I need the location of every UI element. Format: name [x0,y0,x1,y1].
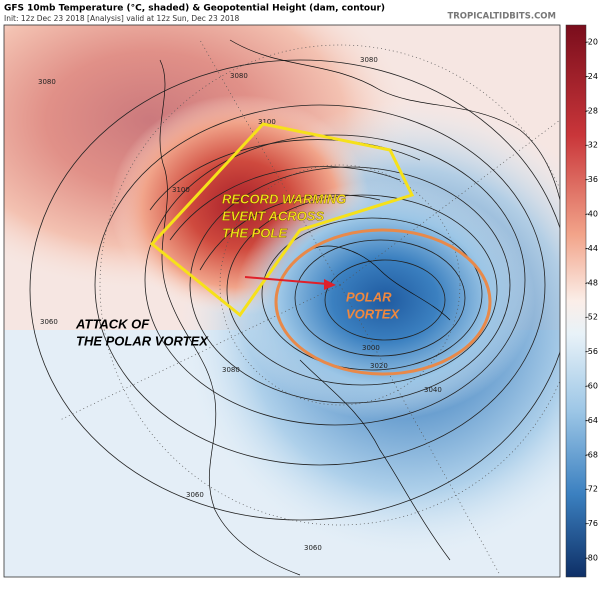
contour-label: 3040 [424,386,442,394]
contour-label: 3060 [40,318,58,326]
attack-annotation: ATTACK OF THE POLAR VORTEX [75,316,209,348]
contour-label: 3080 [230,72,248,80]
subtitle: Init: 12z Dec 23 2018 [Analysis] valid a… [4,14,240,23]
colorbar-label: -64 [585,416,598,425]
coastlines [159,39,560,576]
watermark: TROPICALTIDBITS.COM [447,12,556,22]
warming-annotation: RECORD WARMING EVENT ACROSS THE POLE [222,191,347,240]
contour-label: 3000 [362,344,380,352]
annotation-line: VORTEX [346,306,401,321]
colorbar-label: -56 [585,347,598,356]
annotation-line: THE POLAR VORTEX [76,333,209,348]
colorbar-label: -48 [585,278,598,287]
contour-label: 3080 [38,78,56,86]
colorbar-label: -24 [585,72,598,81]
polar-vortex-shading [235,180,535,420]
vortex-outline [274,228,492,376]
colorbar-label: -40 [585,210,598,219]
colorbar [565,24,587,578]
contour-label: 3020 [370,362,388,370]
warming-outline [149,122,415,318]
contour-label: 3080 [222,366,240,374]
colorbar-label: -76 [585,519,598,528]
colorbar-label: -44 [585,244,598,253]
annotation-line: ATTACK OF [75,316,150,331]
title: GFS 10mb Temperature (°C, shaded) & Geop… [4,4,385,14]
colorbar-label: -28 [585,106,598,115]
colorbar-label: -32 [585,141,598,150]
colorbar-label: -52 [585,313,598,322]
colorbar-ticks: -20 -24 -28 -32 -36 -40 -44 -48 -52 -56 -60 -64 -68 -… [585,38,598,563]
vortex-annotation: POLAR VORTEX [346,289,401,321]
colorbar-label: -60 [585,382,598,391]
colorbar-label: -20 [585,38,598,47]
annotation-line: THE POLE [222,225,287,240]
colorbar-label: -68 [585,450,598,459]
contour-label: 3100 [172,186,190,194]
height-contours [29,59,560,521]
annotation-line: RECORD WARMING [222,191,346,206]
colorbar-label: -36 [585,175,598,184]
colorbar-label: -72 [585,485,598,494]
arrow-head [324,279,336,290]
annotation-line: EVENT ACROSS [222,208,324,223]
map-frame [3,24,561,578]
graticule [59,39,560,576]
contour-label: 3100 [258,118,276,126]
contour-label: 3080 [360,56,378,64]
arrow [244,276,329,285]
contour-label: 3060 [304,544,322,552]
annotation-line: POLAR [346,289,392,304]
contour-label: 3060 [186,491,204,499]
colorbar-label: -80 [585,554,598,563]
